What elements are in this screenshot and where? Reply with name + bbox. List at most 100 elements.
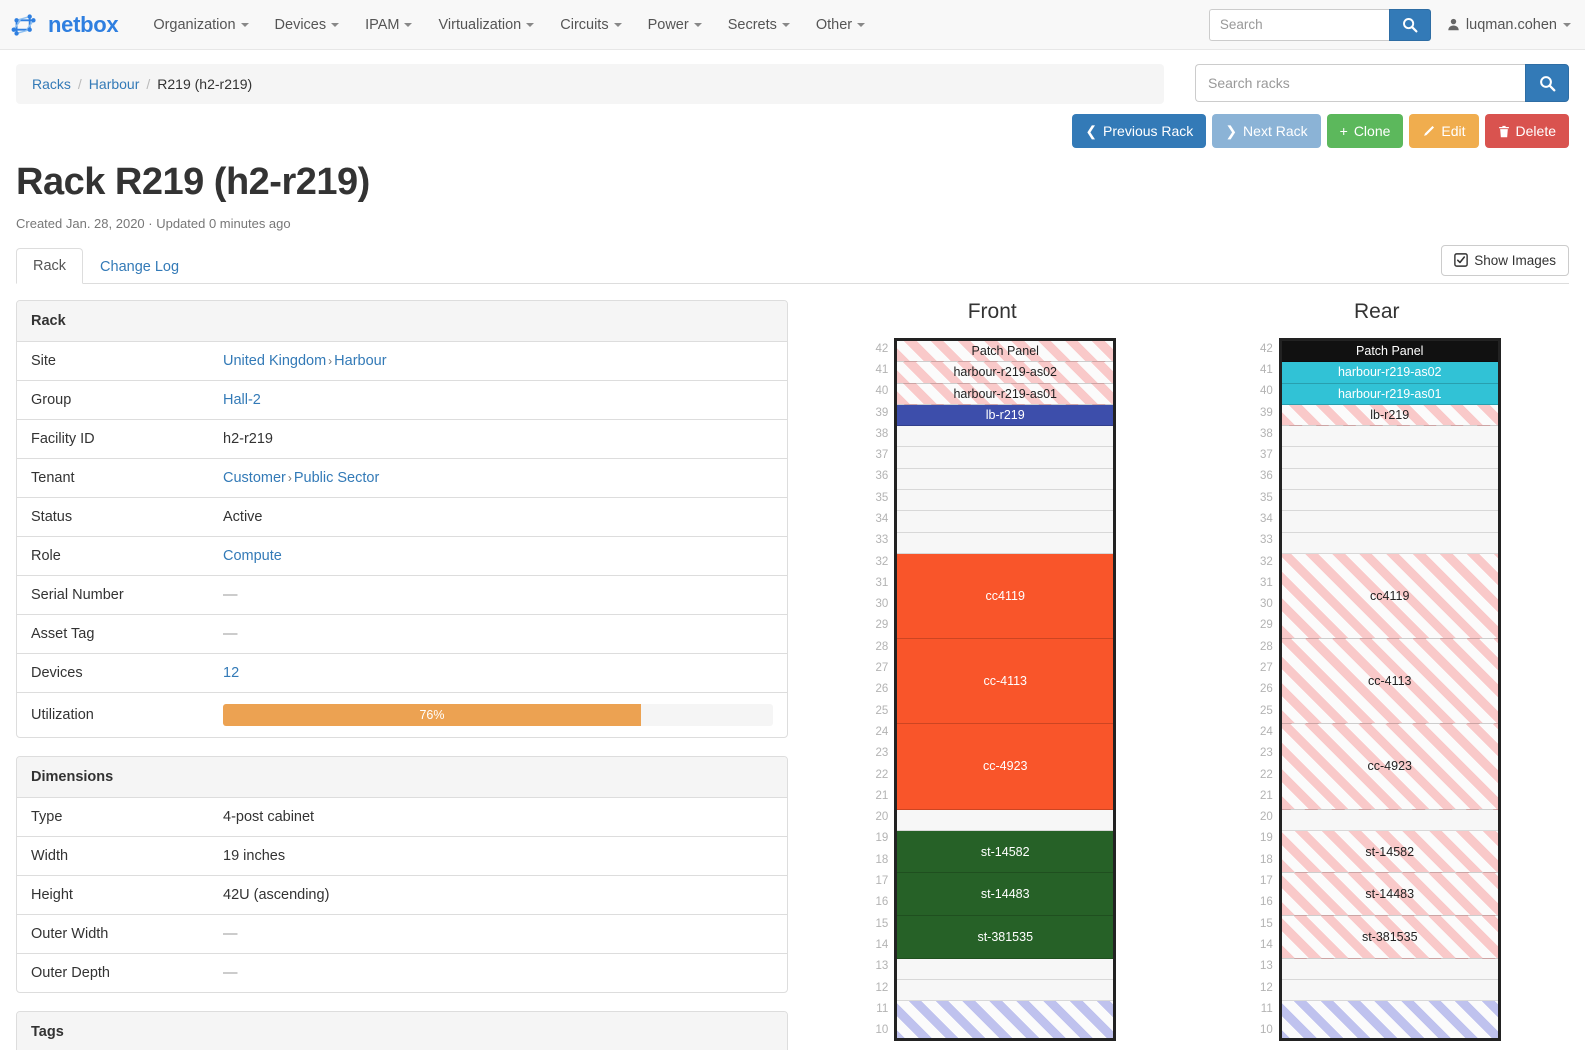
breadcrumb-racks[interactable]: Racks bbox=[32, 76, 71, 92]
rack-unit-label: 17 bbox=[1259, 875, 1273, 888]
rack-attr-link[interactable]: 12 bbox=[223, 664, 240, 681]
edit-button[interactable]: Edit bbox=[1409, 114, 1479, 149]
rack-unit-slot[interactable] bbox=[1281, 979, 1498, 1002]
rack-device-rear[interactable]: cc-4923 bbox=[1281, 724, 1498, 810]
global-search-button[interactable] bbox=[1388, 8, 1431, 41]
breadcrumb-site[interactable]: Harbour bbox=[88, 76, 140, 92]
rack-attr-link-parent[interactable]: Customer bbox=[223, 469, 286, 486]
rack-unit-slot[interactable] bbox=[897, 490, 1114, 512]
nav-item-secrets[interactable]: Secrets bbox=[715, 9, 803, 41]
rack-device-rear[interactable]: harbour-r219-as01 bbox=[1281, 383, 1498, 405]
rack-unit-slot[interactable] bbox=[1281, 809, 1498, 831]
rack-device-rear[interactable]: harbour-r219-as02 bbox=[1281, 362, 1498, 384]
rack-search-button[interactable] bbox=[1525, 64, 1569, 102]
rack-device-front[interactable]: st-14582 bbox=[897, 830, 1114, 874]
show-images-button[interactable]: Show Images bbox=[1441, 244, 1569, 276]
clone-button[interactable]: + Clone bbox=[1326, 114, 1404, 149]
nav-item-organization[interactable]: Organization bbox=[140, 9, 261, 41]
delete-button[interactable]: Delete bbox=[1484, 114, 1569, 149]
user-menu[interactable]: luqman.cohen bbox=[1447, 17, 1571, 33]
front-rack-frame: Patch Panel harbour-r219-as02 harbour-r219… bbox=[894, 337, 1117, 1041]
tab-change-log[interactable]: Change Log bbox=[100, 258, 180, 275]
rack-attr-link-parent[interactable]: United Kingdom bbox=[223, 352, 327, 369]
rack-unit-slot[interactable] bbox=[897, 511, 1114, 533]
rack-unit-slot[interactable] bbox=[1281, 532, 1498, 554]
rack-attr-link-child[interactable]: Harbour bbox=[334, 352, 387, 369]
rack-device-rear[interactable]: st-14483 bbox=[1281, 873, 1498, 917]
previous-rack-button[interactable]: ❮ Previous Rack bbox=[1072, 114, 1207, 149]
rack-unit-slot[interactable] bbox=[1281, 447, 1498, 469]
rack-unit-label: 17 bbox=[875, 875, 889, 888]
rack-unit-slot[interactable] bbox=[897, 447, 1114, 469]
global-search-input[interactable] bbox=[1208, 8, 1389, 41]
rack-unit-slot[interactable] bbox=[897, 958, 1114, 980]
rack-unit-slot[interactable] bbox=[1281, 511, 1498, 533]
rack-unit-slot[interactable] bbox=[897, 468, 1114, 491]
rack-unit-label: 38 bbox=[875, 427, 889, 440]
rack-device-front[interactable]: st-381535 bbox=[897, 916, 1114, 959]
rack-device-rear[interactable]: st-14582 bbox=[1281, 830, 1498, 874]
dimension-empty: — bbox=[223, 925, 238, 942]
rack-search-input[interactable] bbox=[1195, 64, 1525, 102]
rack-unit-label: 28 bbox=[1259, 640, 1273, 653]
brand-text: netbox bbox=[48, 11, 119, 37]
rack-attr-empty: — bbox=[223, 625, 238, 642]
rack-unit-slot[interactable] bbox=[1281, 490, 1498, 512]
rack-unit-slot[interactable] bbox=[1281, 468, 1498, 491]
nav-item-virtualization[interactable]: Virtualization bbox=[425, 9, 547, 41]
rack-device-rear[interactable]: st-381535 bbox=[1281, 916, 1498, 959]
page-title: Rack R219 (h2-r219) bbox=[16, 161, 370, 204]
navbar-right: luqman.cohen bbox=[1208, 8, 1571, 41]
rack-device-front[interactable]: Patch Panel bbox=[897, 340, 1114, 363]
rack-unit-label: 40 bbox=[875, 385, 889, 398]
rack-unit-label: 15 bbox=[875, 917, 889, 930]
rack-device-rear[interactable]: Patch Panel bbox=[1281, 340, 1498, 363]
rack-device-rear[interactable]: cc4119 bbox=[1281, 553, 1498, 640]
nav-item-circuits[interactable]: Circuits bbox=[547, 9, 634, 41]
rack-unit-slot[interactable] bbox=[897, 809, 1114, 831]
chevron-right-icon: › bbox=[287, 470, 292, 485]
rack-unit-label: 36 bbox=[1259, 470, 1273, 483]
rack-attr-link[interactable]: Hall-2 bbox=[223, 391, 261, 408]
chevron-down-icon bbox=[404, 22, 413, 27]
breadcrumb-separator: / bbox=[77, 76, 82, 92]
rack-device-unnamed-front[interactable] bbox=[897, 1001, 1114, 1038]
nav-item-devices[interactable]: Devices bbox=[262, 9, 353, 41]
nav-item-ipam[interactable]: IPAM bbox=[352, 9, 425, 41]
rack-unit-label: 25 bbox=[1259, 704, 1273, 717]
table-row: Facility ID h2-r219 bbox=[17, 419, 787, 459]
show-images-label: Show Images bbox=[1474, 252, 1556, 268]
rack-unit-label: 29 bbox=[1259, 619, 1273, 632]
rack-device-unnamed-rear[interactable] bbox=[1281, 1001, 1498, 1038]
rack-device-front[interactable]: cc4119 bbox=[897, 553, 1114, 640]
brand-logo-link[interactable]: netbox bbox=[10, 10, 119, 40]
rack-unit-slot[interactable] bbox=[897, 979, 1114, 1002]
rack-device-front[interactable]: cc-4923 bbox=[897, 724, 1114, 810]
rack-device-rear[interactable]: cc-4113 bbox=[1281, 639, 1498, 725]
rack-unit-slot[interactable] bbox=[897, 426, 1114, 448]
rack-device-front[interactable]: st-14483 bbox=[897, 873, 1114, 917]
rack-unit-label: 23 bbox=[1259, 747, 1273, 760]
rack-unit-label: 10 bbox=[875, 1024, 889, 1037]
next-rack-button[interactable]: ❯ Next Rack bbox=[1212, 114, 1321, 149]
rack-device-front[interactable]: harbour-r219-as02 bbox=[897, 362, 1114, 384]
rack-attr-link-child[interactable]: Public Sector bbox=[293, 469, 380, 486]
rack-unit-label: 31 bbox=[875, 576, 889, 589]
rack-unit-slot[interactable] bbox=[897, 532, 1114, 554]
rack-unit-slot[interactable] bbox=[1281, 426, 1498, 448]
tab-rack[interactable]: Rack bbox=[16, 247, 84, 284]
breadcrumb-separator: / bbox=[146, 76, 151, 92]
rack-attr-value: Active bbox=[223, 508, 263, 525]
nav-item-other[interactable]: Other bbox=[803, 9, 878, 41]
rack-unit-label: 33 bbox=[875, 534, 889, 547]
rack-device-rear[interactable]: lb-r219 bbox=[1281, 404, 1498, 427]
rack-unit-label: 22 bbox=[1259, 768, 1273, 781]
nav-item-power[interactable]: Power bbox=[635, 9, 715, 41]
rack-unit-label: 16 bbox=[875, 896, 889, 909]
rack-unit-slot[interactable] bbox=[1281, 958, 1498, 980]
action-buttons: ❮ Previous Rack ❯ Next Rack + Clone Edit… bbox=[0, 104, 1585, 149]
rack-attr-link[interactable]: Compute bbox=[223, 547, 282, 564]
rack-device-front[interactable]: lb-r219 bbox=[897, 404, 1114, 427]
rack-device-front[interactable]: harbour-r219-as01 bbox=[897, 383, 1114, 405]
rack-device-front[interactable]: cc-4113 bbox=[897, 639, 1114, 725]
